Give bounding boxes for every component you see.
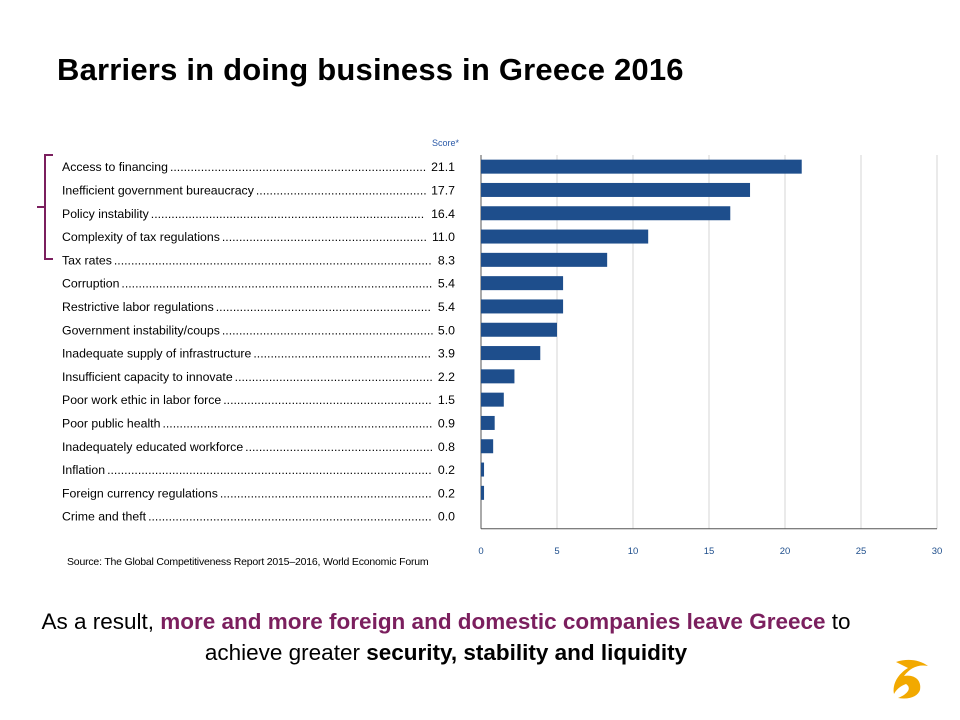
x-tick-label: 0 xyxy=(478,546,483,557)
value-label: 3.9 xyxy=(438,347,455,361)
dot-leader: ........................................… xyxy=(114,253,432,267)
dot-leader: ........................................… xyxy=(107,463,432,477)
bar xyxy=(481,206,731,221)
dot-leader: ........................................… xyxy=(222,323,434,337)
value-label: 17.7 xyxy=(431,183,455,197)
value-label: 1.5 xyxy=(438,393,455,407)
category-label: Restrictive labor regulations xyxy=(62,300,214,314)
x-tick-label: 20 xyxy=(780,546,791,557)
dot-leader: ........................................… xyxy=(256,183,427,197)
bar xyxy=(481,369,515,384)
category-label: Foreign currency regulations xyxy=(62,486,218,500)
dot-leader: ........................................… xyxy=(148,510,432,524)
bars xyxy=(481,159,802,500)
astrazeneca-logo-icon xyxy=(893,659,928,699)
category-label: Corruption xyxy=(62,277,120,291)
category-label: Inflation xyxy=(62,463,105,477)
value-label: 16.4 xyxy=(431,207,455,221)
value-label: 11.0 xyxy=(432,230,455,244)
category-label: Poor work ethic in labor force xyxy=(62,393,221,407)
dot-leader: ........................................… xyxy=(216,300,431,314)
dot-leader: ........................................… xyxy=(223,393,431,407)
dot-leader: ........................................… xyxy=(151,207,424,221)
dot-leader: ........................................… xyxy=(222,230,427,244)
conclusion-highlight: more and more foreign and domestic compa… xyxy=(160,609,826,634)
bar xyxy=(481,392,504,407)
value-label: 0.0 xyxy=(438,510,455,524)
category-label: Government instability/coups xyxy=(62,323,220,337)
value-label: 0.2 xyxy=(438,486,455,500)
axis-header: Score* xyxy=(432,138,460,148)
category-label: Policy instability xyxy=(62,207,150,221)
x-tick-label: 30 xyxy=(932,546,943,557)
bar xyxy=(481,159,802,174)
value-label: 21.1 xyxy=(431,160,455,174)
value-label: 0.9 xyxy=(438,416,455,430)
bar xyxy=(481,229,649,244)
category-label: Access to financing xyxy=(62,160,168,174)
category-label: Poor public health xyxy=(62,416,161,430)
x-tick-labels: 0 5 10 15 20 25 30 xyxy=(478,546,942,557)
category-label: Inefficient government bureaucracy xyxy=(62,183,255,197)
bar xyxy=(481,346,541,361)
dot-leader: ........................................… xyxy=(245,440,433,454)
page-title: Barriers in doing business in Greece 201… xyxy=(57,52,684,87)
bar xyxy=(481,299,564,314)
category-labels: Access to financing 21.1.................… xyxy=(62,160,455,524)
bar xyxy=(481,182,751,197)
x-tick-label: 5 xyxy=(554,546,559,557)
x-tick-label: 25 xyxy=(856,546,867,557)
dot-leader: ........................................… xyxy=(162,416,432,430)
dot-leader: ........................................… xyxy=(170,160,426,174)
value-label: 8.3 xyxy=(438,253,455,267)
x-tick-label: 15 xyxy=(704,546,715,557)
dot-leader: ........................................… xyxy=(220,486,432,500)
category-label: Crime and theft xyxy=(62,510,147,524)
bar xyxy=(481,276,564,291)
conclusion-part-1: As a result, xyxy=(41,609,161,634)
value-label: 2.2 xyxy=(438,370,455,384)
bar xyxy=(481,462,485,477)
value-label: 5.4 xyxy=(438,300,455,314)
value-label: 0.8 xyxy=(438,440,455,454)
bar xyxy=(481,415,495,430)
highlight-bracket xyxy=(37,154,53,260)
value-label: 5.0 xyxy=(438,323,455,337)
value-label: 5.4 xyxy=(438,277,455,291)
conclusion-emphasis: security, stability and liquidity xyxy=(366,640,688,665)
bar xyxy=(481,252,608,267)
category-label: Inadequately educated workforce xyxy=(62,440,243,454)
dot-leader: ........................................… xyxy=(121,277,432,291)
bar xyxy=(481,439,494,454)
x-tick-label: 10 xyxy=(628,546,639,557)
category-label: Complexity of tax regulations xyxy=(62,230,220,244)
bar-chart: Access to financing 21.1.................… xyxy=(37,138,942,557)
bar xyxy=(481,322,557,337)
category-label: Tax rates xyxy=(62,253,112,267)
bar xyxy=(481,485,485,500)
source-note: Source: The Global Competitiveness Repor… xyxy=(67,556,429,568)
dot-leader: ........................................… xyxy=(235,370,433,384)
category-label: Inadequate supply of infrastructure xyxy=(62,347,252,361)
category-label: Insufficient capacity to innovate xyxy=(62,370,233,384)
value-label: 0.2 xyxy=(438,463,455,477)
conclusion-part-3: to achieve greater xyxy=(204,609,851,665)
dot-leader: ........................................… xyxy=(253,347,431,361)
conclusion-text: As a result, more and more foreign and d… xyxy=(40,606,852,668)
